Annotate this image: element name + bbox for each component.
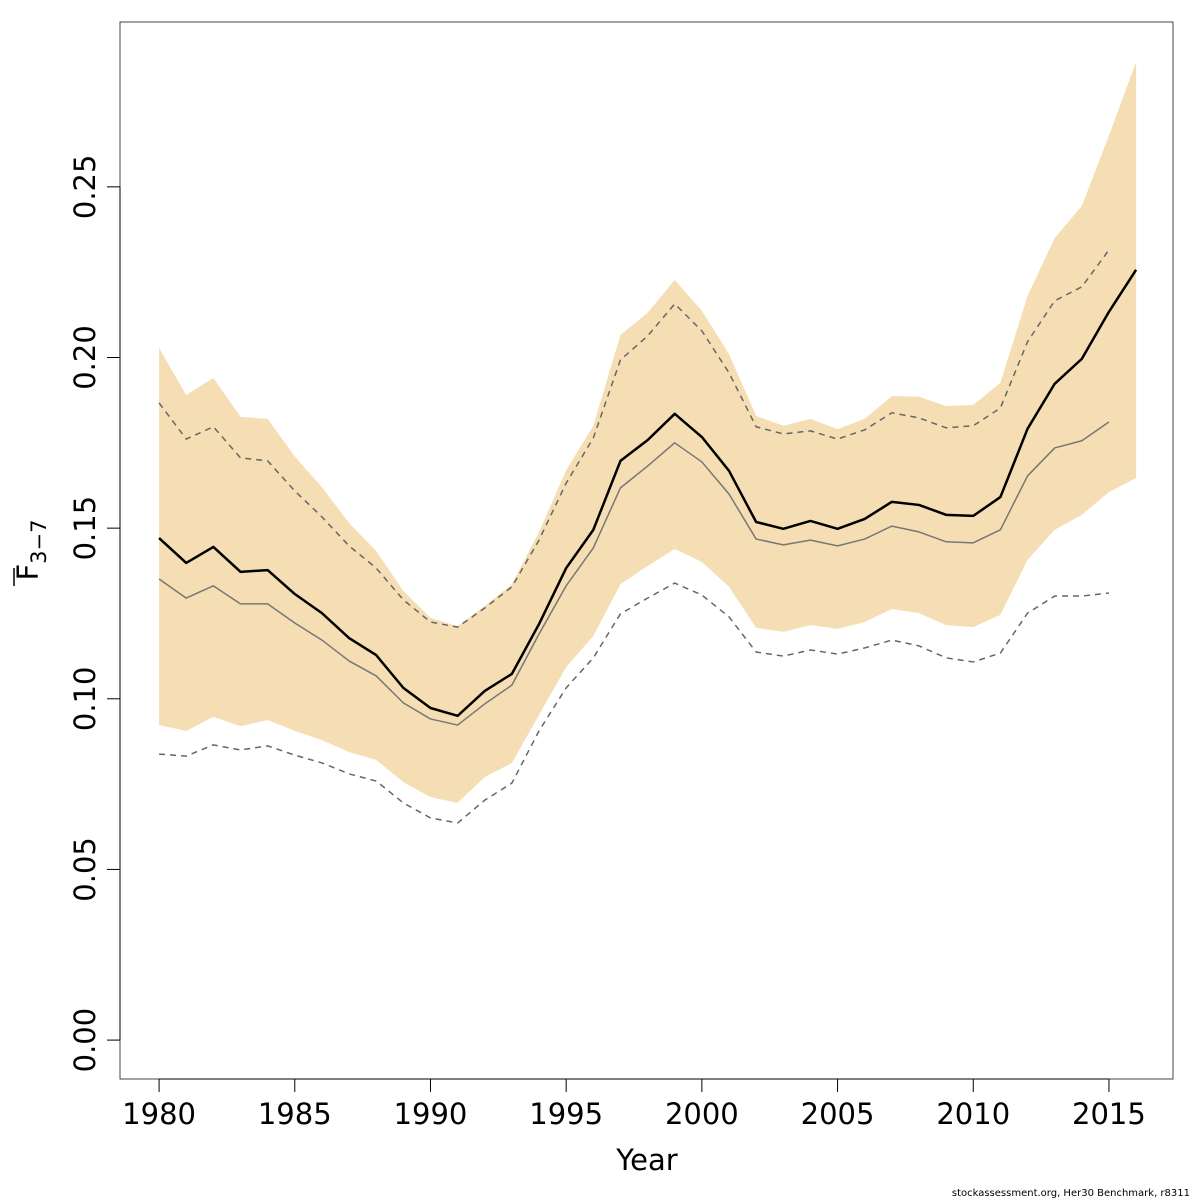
- x-tick-label: 2005: [801, 1097, 875, 1131]
- y-axis-subscript: 3−7: [27, 519, 51, 563]
- x-tick-label: 1995: [529, 1097, 603, 1131]
- x-axis-label: Year: [615, 1143, 677, 1177]
- x-tick-label: 1985: [258, 1097, 332, 1131]
- x-tick-label: 2000: [665, 1097, 739, 1131]
- series-line: [158, 249, 1110, 628]
- series-line: [158, 421, 1110, 726]
- x-tick-label: 1980: [122, 1097, 196, 1131]
- series-line: [159, 582, 1110, 824]
- footnote: stockassessment.org, Her30 Benchmark, r8…: [952, 1188, 1190, 1199]
- y-tick-label: 0.20: [68, 325, 102, 390]
- y-tick-label: 0.00: [68, 1008, 102, 1073]
- y-axis-label: F3−7: [11, 519, 51, 580]
- y-tick-label: 0.15: [68, 496, 102, 561]
- y-axis-symbol: F: [11, 564, 45, 581]
- y-tick-label: 0.25: [68, 155, 102, 220]
- x-tick-label: 2015: [1072, 1097, 1146, 1131]
- series-line: [158, 269, 1138, 718]
- y-tick-label: 0.10: [68, 667, 102, 732]
- confidence-band: [159, 61, 1137, 803]
- x-tick-label: 2010: [936, 1097, 1010, 1131]
- y-tick-label: 0.05: [68, 837, 102, 902]
- x-tick-label: 1990: [394, 1097, 468, 1131]
